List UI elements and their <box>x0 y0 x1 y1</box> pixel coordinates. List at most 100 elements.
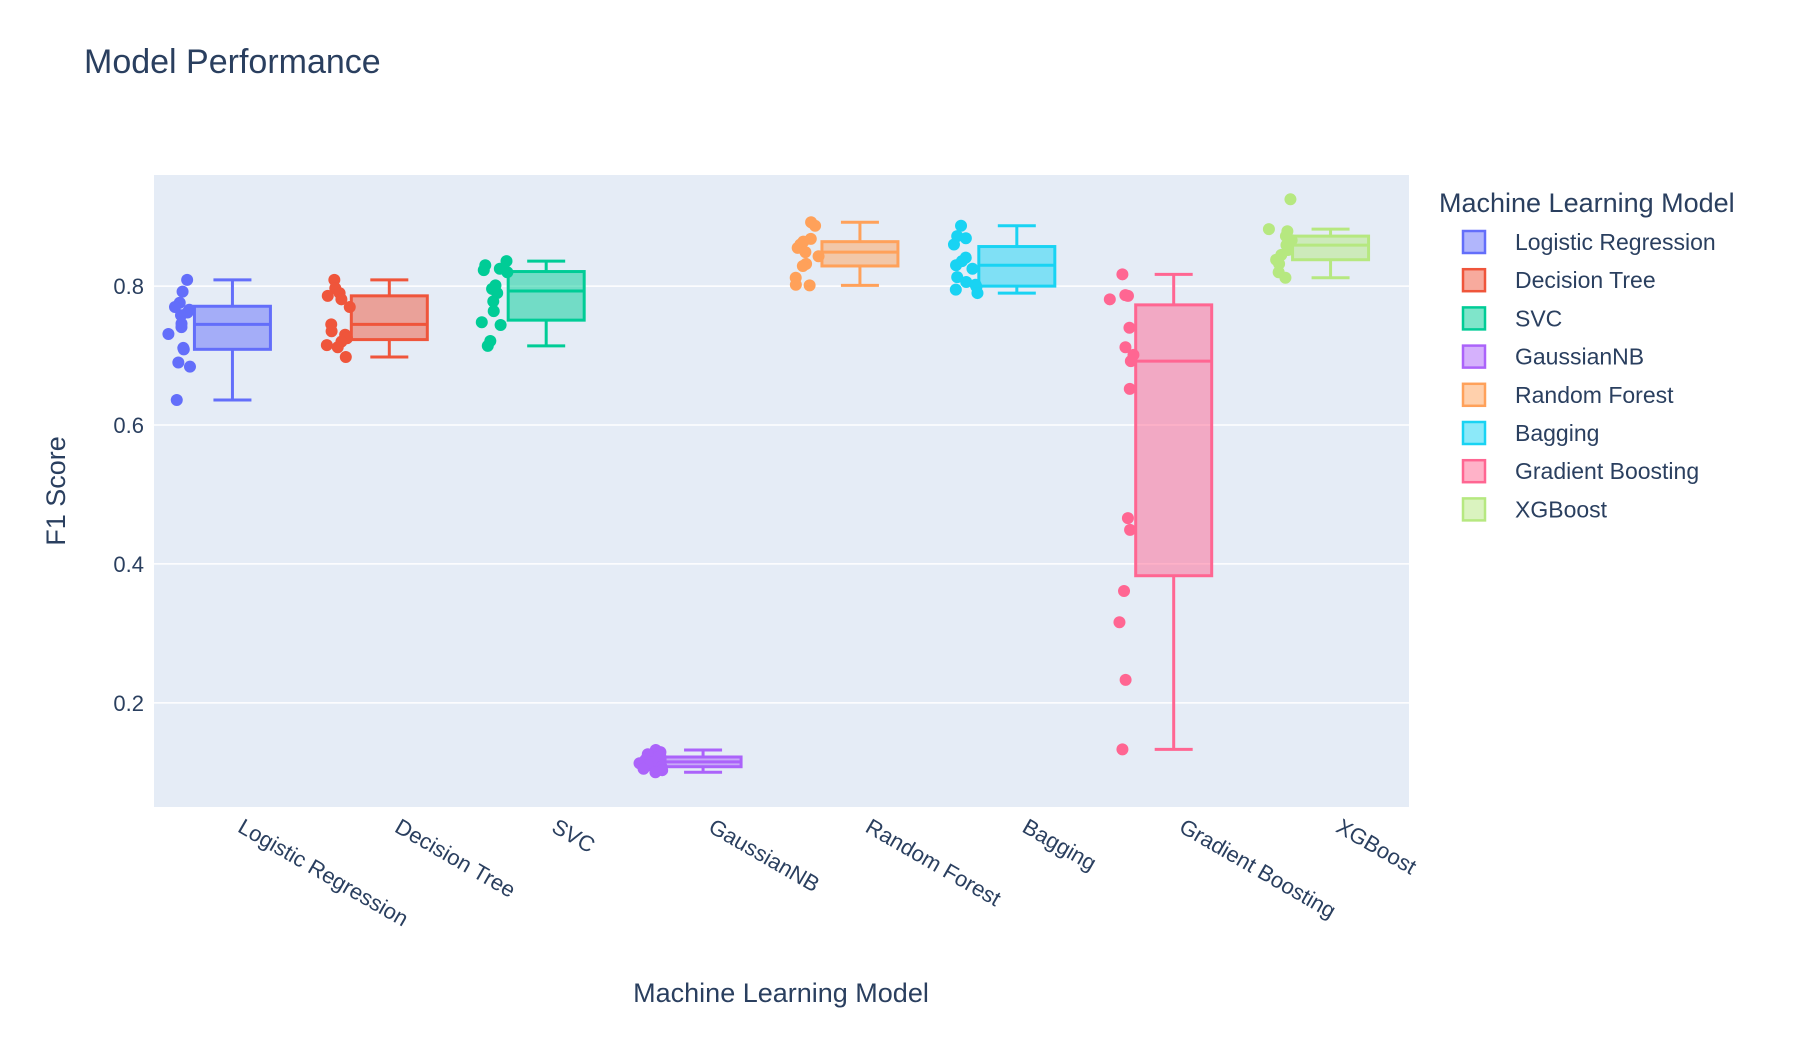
y-tick-label: 0.2 <box>113 691 144 716</box>
data-point <box>789 278 802 291</box>
series-logistic-regression <box>162 273 272 407</box>
data-point <box>803 279 816 292</box>
legend-swatch <box>1461 306 1487 331</box>
legend-swatch <box>1461 497 1487 522</box>
data-point <box>501 266 514 279</box>
legend-label: Decision Tree <box>1515 267 1656 293</box>
data-point <box>494 319 507 332</box>
data-point <box>637 762 650 775</box>
x-tick-label: GaussianNB <box>705 814 824 897</box>
data-point <box>181 273 194 286</box>
y-axis: 0.2 0.4 0.6 0.8 <box>113 274 144 716</box>
data-point <box>321 289 334 302</box>
data-point <box>325 325 338 338</box>
data-point <box>971 287 984 300</box>
data-point <box>477 264 490 277</box>
data-point <box>812 250 825 263</box>
legend-item: Gradient Boosting <box>1461 458 1699 484</box>
series-xgboost <box>1262 193 1371 284</box>
series-svc <box>475 255 586 352</box>
legend-item: Logistic Regression <box>1461 229 1716 255</box>
legend-swatch <box>1461 344 1487 369</box>
box <box>1291 234 1371 262</box>
data-point <box>1121 289 1134 302</box>
legend-label: Logistic Regression <box>1515 229 1716 255</box>
x-tick-label: XGBoost <box>1332 814 1421 880</box>
data-point <box>343 300 356 313</box>
series-gaussiannb <box>633 744 743 779</box>
box <box>820 240 900 268</box>
data-point <box>951 271 964 284</box>
data-point <box>1123 321 1136 334</box>
legend-swatch <box>1461 382 1487 408</box>
x-tick-label: Logistic Regression <box>234 814 413 932</box>
data-point <box>339 350 352 363</box>
legend-label: Bagging <box>1515 420 1599 446</box>
legend-label: GaussianNB <box>1515 344 1644 370</box>
series-random-forest <box>789 216 900 292</box>
data-point <box>1123 382 1136 395</box>
data-point <box>1124 355 1137 368</box>
data-point <box>1284 193 1297 206</box>
series-gradient-boosting <box>1103 268 1214 756</box>
data-point <box>183 360 196 373</box>
y-tick-label: 0.6 <box>113 413 144 438</box>
data-point <box>162 328 175 341</box>
legend-title: Machine Learning Model <box>1439 188 1735 218</box>
legend-item: SVC <box>1461 305 1562 331</box>
legend-swatch <box>1461 420 1487 446</box>
data-point <box>950 259 963 272</box>
x-axis-label: Machine Learning Model <box>633 978 929 1008</box>
data-point <box>1119 341 1132 354</box>
legend-item: Random Forest <box>1461 382 1674 408</box>
data-point <box>1279 271 1292 284</box>
legend-item: XGBoost <box>1461 496 1608 522</box>
data-point <box>1116 743 1129 756</box>
data-point <box>1119 673 1132 686</box>
legend-item: GaussianNB <box>1461 344 1644 370</box>
data-point <box>809 219 822 232</box>
data-point <box>1124 523 1137 536</box>
series-decision-tree <box>320 273 429 363</box>
box <box>1134 303 1214 578</box>
x-tick-label: Gradient Boosting <box>1175 814 1340 924</box>
x-tick-label: Random Forest <box>861 814 1005 911</box>
legend-item: Decision Tree <box>1461 267 1656 293</box>
data-point <box>1103 293 1116 306</box>
data-point <box>176 285 189 298</box>
data-point <box>1113 616 1126 629</box>
legend-label: Random Forest <box>1515 382 1674 408</box>
box <box>506 270 586 322</box>
data-point <box>487 295 500 308</box>
box <box>192 304 272 351</box>
data-point <box>1121 512 1134 525</box>
series-layer <box>162 193 1371 779</box>
data-point <box>960 275 973 288</box>
data-point <box>1116 268 1129 281</box>
data-point <box>335 293 348 306</box>
data-point <box>796 259 809 272</box>
legend-swatch <box>1461 458 1487 484</box>
legend-label: XGBoost <box>1515 496 1608 522</box>
data-point <box>481 339 494 352</box>
data-point <box>475 316 488 329</box>
data-point <box>172 356 185 369</box>
data-point <box>168 300 181 313</box>
data-point <box>177 343 190 356</box>
y-axis-label: F1 Score <box>41 436 71 546</box>
data-point <box>331 341 344 354</box>
data-point <box>949 283 962 296</box>
x-tick-label: Decision Tree <box>391 814 520 903</box>
data-point <box>799 246 812 259</box>
series-bagging <box>947 219 1057 300</box>
data-point <box>966 262 979 275</box>
y-tick-label: 0.4 <box>113 552 144 577</box>
x-tick-label: SVC <box>548 814 600 858</box>
chart-title: Model Performance <box>84 43 381 81</box>
data-point <box>1118 585 1131 598</box>
y-tick-label: 0.8 <box>113 274 144 299</box>
x-tick-label: Bagging <box>1018 814 1100 876</box>
data-point <box>649 766 662 779</box>
